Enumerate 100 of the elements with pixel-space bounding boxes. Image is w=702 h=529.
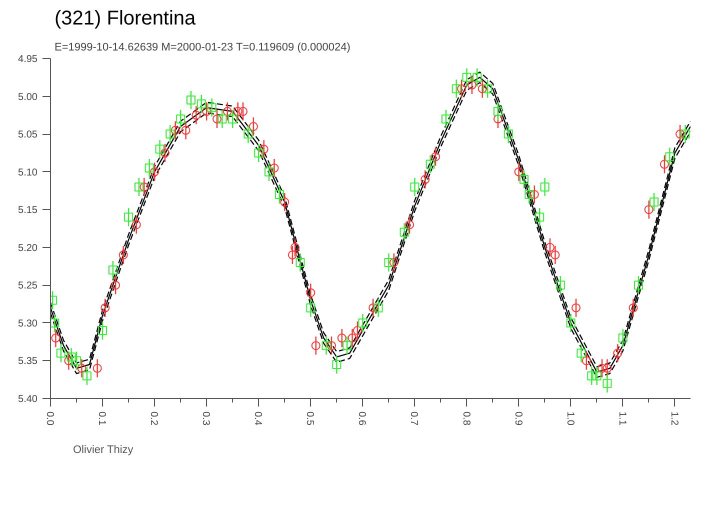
point	[676, 130, 685, 139]
y-tick-label: 4.95	[18, 54, 38, 65]
x-tick-label: 0.1	[96, 412, 108, 426]
point	[170, 126, 180, 135]
x-tick-label: 1.2	[668, 412, 680, 426]
y-tick-label: 5.25	[18, 280, 38, 292]
point	[270, 164, 279, 173]
y-tick-label: 5.40	[18, 394, 38, 405]
point	[322, 341, 331, 350]
point	[602, 364, 612, 373]
point	[592, 371, 602, 380]
point	[478, 84, 487, 94]
point	[493, 106, 502, 116]
point	[566, 318, 576, 328]
y-tick-label: 5.30	[18, 318, 38, 330]
point	[196, 99, 206, 108]
point	[613, 348, 622, 358]
y-tick-label: 5.15	[18, 205, 38, 216]
point	[519, 174, 528, 184]
x-tick-label: 1.1	[616, 412, 628, 426]
point	[452, 84, 461, 94]
point	[572, 303, 581, 312]
point	[462, 72, 472, 82]
point	[212, 114, 222, 124]
point	[311, 341, 320, 350]
point	[530, 190, 539, 199]
text: Olivier Thizy	[73, 444, 134, 456]
point	[186, 96, 196, 105]
point	[155, 144, 164, 154]
point	[540, 182, 550, 192]
point	[644, 205, 654, 214]
point	[550, 250, 560, 260]
point	[650, 198, 659, 207]
point	[326, 341, 336, 350]
point	[628, 303, 638, 312]
point	[98, 326, 108, 335]
point	[431, 152, 440, 162]
point	[358, 318, 368, 328]
point	[514, 167, 524, 176]
point	[259, 144, 268, 154]
point	[66, 352, 76, 362]
point	[192, 110, 201, 120]
point	[254, 148, 264, 158]
point	[352, 326, 362, 335]
point	[160, 148, 170, 158]
point	[634, 280, 643, 290]
point	[602, 378, 612, 388]
point	[244, 130, 253, 139]
y-tick-label: 5.20	[18, 242, 38, 254]
chart-title: (321) Florentina	[54, 8, 197, 30]
x-tick-label: 1.0	[564, 412, 576, 426]
point	[274, 190, 284, 199]
point	[472, 72, 482, 82]
point	[207, 103, 216, 112]
x-tick-label: 0.8	[460, 412, 472, 426]
point	[410, 182, 420, 192]
point	[332, 360, 342, 369]
point	[535, 212, 544, 222]
point	[238, 106, 248, 116]
point	[77, 364, 86, 373]
point	[400, 228, 409, 237]
x-tick-label: 0.3	[200, 412, 212, 426]
point	[140, 182, 149, 192]
point	[556, 280, 565, 290]
point	[202, 106, 212, 116]
point	[582, 356, 591, 366]
point	[389, 258, 398, 267]
point	[368, 303, 378, 312]
point	[420, 174, 430, 184]
point	[134, 182, 144, 192]
point	[504, 130, 513, 139]
point	[296, 258, 305, 267]
y-tick-label: 5.00	[18, 92, 38, 103]
x-tick-label: 0.4	[252, 412, 264, 426]
point	[598, 364, 607, 373]
point	[100, 303, 110, 312]
point	[218, 114, 227, 124]
point	[248, 122, 258, 131]
point	[405, 220, 414, 230]
point	[576, 348, 586, 358]
point	[124, 212, 134, 222]
point	[483, 84, 492, 94]
point	[108, 266, 118, 275]
point	[144, 164, 154, 173]
point	[524, 190, 534, 199]
point	[233, 106, 242, 116]
point	[150, 167, 160, 176]
point	[665, 152, 674, 162]
point	[467, 80, 476, 90]
point	[222, 106, 232, 116]
point	[493, 114, 502, 124]
point	[337, 334, 346, 343]
point	[660, 160, 669, 169]
point	[111, 280, 120, 290]
x-tick-label: 0.6	[356, 412, 368, 426]
point	[92, 364, 102, 373]
x-tick-label: 0.7	[408, 412, 420, 426]
point	[118, 250, 128, 260]
point	[181, 126, 190, 135]
point	[342, 341, 352, 350]
